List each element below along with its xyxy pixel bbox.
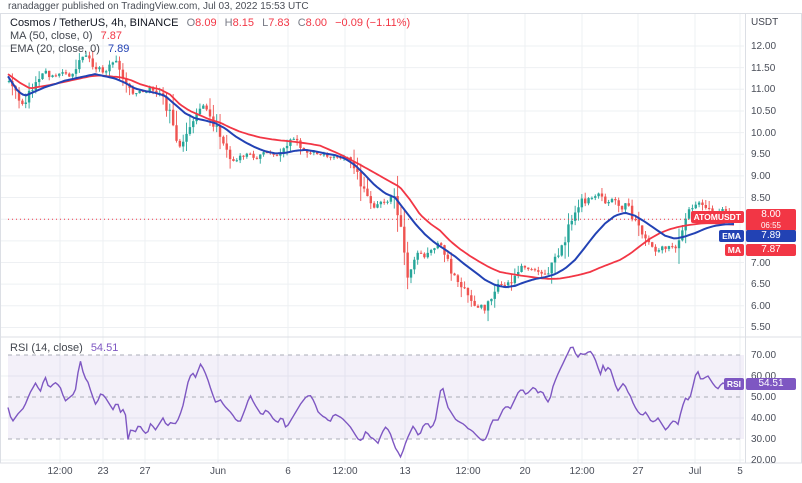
- time-tick-label: 12:00: [332, 466, 358, 477]
- time-tick-label: Jul: [688, 466, 702, 477]
- time-tick-label: 12:00: [569, 466, 595, 477]
- rsi-pane: [7, 346, 744, 459]
- time-tick-label: Jun: [209, 466, 227, 477]
- rsi-tick-label: 60.00: [751, 371, 777, 382]
- open-label: O: [186, 17, 196, 29]
- time-tick-label: 13: [399, 466, 411, 477]
- current-price-badge: 8.00 06:55: [746, 209, 796, 231]
- candles-layer: [7, 50, 734, 322]
- time-tick-label: 6: [285, 466, 291, 477]
- ema-tag: EMA: [719, 230, 744, 242]
- symbol-price-tag: ATOMUSDT: [690, 211, 744, 223]
- price-tick-label: 9.00: [751, 170, 771, 182]
- price-tick-label: 6.00: [751, 300, 771, 312]
- rsi-legend-row[interactable]: RSI (14, close) 54.51: [10, 342, 118, 354]
- price-tick-label: 7.00: [751, 257, 771, 269]
- ema-label: EMA (20, close, 0): [10, 43, 100, 55]
- rsi-tag: RSI: [723, 378, 744, 390]
- price-tick-label: 11.00: [751, 84, 776, 96]
- low-label: L: [262, 17, 269, 29]
- rsi-tick-label: 70.00: [751, 350, 777, 361]
- ema-price-badge: 7.89: [746, 230, 796, 242]
- price-tick-label: 12.00: [751, 41, 777, 52]
- price-tick-label: 10.50: [751, 105, 777, 117]
- ma-legend-row[interactable]: MA (50, close, 0) 7.87: [10, 30, 122, 42]
- time-tick-label: 27: [632, 466, 644, 477]
- ema-value: 7.89: [107, 43, 130, 55]
- symbol-legend-row[interactable]: Cosmos / TetherUS, 4h, BINANCE O8.09 H8.…: [10, 17, 410, 29]
- time-tick-label: 20: [519, 466, 531, 477]
- rsi-label: RSI (14, close): [10, 342, 83, 354]
- close-value: 8.00: [305, 17, 328, 29]
- high-value: 8.15: [232, 17, 255, 29]
- time-tick-label: 23: [97, 466, 109, 477]
- bar-countdown: 06:55: [760, 221, 782, 230]
- rsi-tick-label: 50.00: [751, 392, 777, 403]
- grid-layer: [0, 14, 744, 463]
- rsi-line: [7, 346, 729, 459]
- rsi-tick-label: 20.00: [751, 455, 777, 466]
- ma-value: 7.87: [100, 30, 123, 42]
- price-tick-label: 9.50: [751, 149, 771, 161]
- change-value: −0.09 (−1.11%): [335, 17, 411, 29]
- price-tick-label: 8.50: [751, 192, 771, 204]
- price-tick-label: 11.50: [751, 62, 776, 74]
- ema20-line: [7, 73, 735, 289]
- rsi-tick-label: 30.00: [751, 434, 777, 445]
- attribution-text: ranadagger published on TradingView.com,…: [8, 1, 309, 12]
- rsi-value-badge: 54.51: [746, 378, 796, 390]
- time-tick-label: 27: [139, 466, 151, 477]
- low-value: 7.83: [268, 17, 290, 29]
- ma-label: MA (50, close, 0): [10, 30, 93, 42]
- price-axis-currency: USDT: [751, 17, 779, 28]
- ma-tag: MA: [724, 244, 744, 256]
- ema-legend-row[interactable]: EMA (20, close, 0) 7.89: [10, 43, 129, 55]
- time-tick-label: 12:00: [47, 466, 73, 477]
- open-value: 8.09: [195, 17, 217, 29]
- symbol-title: Cosmos / TetherUS, 4h, BINANCE: [10, 17, 179, 29]
- high-label: H: [224, 17, 233, 29]
- current-price-value: 8.00: [761, 209, 781, 220]
- ma-price-badge: 7.87: [746, 244, 796, 256]
- price-tick-label: 10.00: [751, 127, 777, 139]
- rsi-value: 54.51: [90, 342, 119, 354]
- price-tick-label: 5.50: [751, 322, 771, 334]
- price-tick-label: 6.50: [751, 279, 771, 291]
- time-tick-label: 5: [737, 466, 743, 477]
- time-tick-label: 12:00: [455, 466, 481, 477]
- rsi-tick-label: 40.00: [751, 413, 777, 424]
- close-label: C: [297, 17, 306, 29]
- ma50-line: [7, 73, 735, 280]
